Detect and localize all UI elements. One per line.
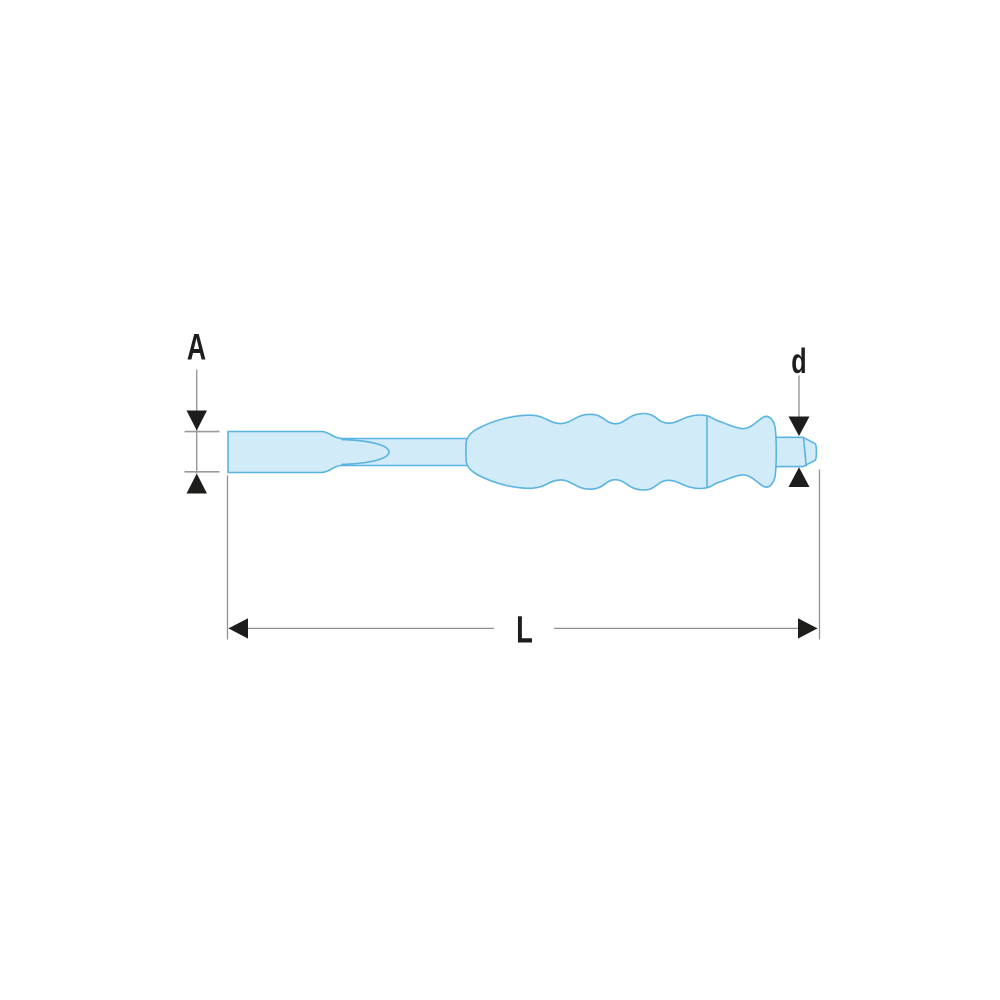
dimension-d-label: d [791, 342, 806, 381]
striking-tip-shape [771, 436, 818, 468]
tip-chamfer-line [802, 437, 807, 467]
arrowhead-down-icon [186, 410, 207, 431]
arrowhead-up-icon [186, 473, 207, 494]
dimension-a-label: A [187, 326, 206, 367]
grip-handle-shape [465, 412, 778, 491]
arrowhead-right-icon [798, 618, 818, 639]
arrowhead-up-icon [788, 467, 810, 487]
arrowhead-down-icon [788, 416, 810, 436]
dimension-d-group: d [788, 342, 810, 487]
dimension-l-group: L [226, 469, 821, 652]
arrowhead-left-icon [228, 618, 248, 639]
dimension-a-group: A [184, 326, 220, 494]
dimension-l-label: L [516, 609, 533, 651]
blade-face-curve [341, 438, 390, 466]
tool-shape-group [227, 412, 818, 491]
